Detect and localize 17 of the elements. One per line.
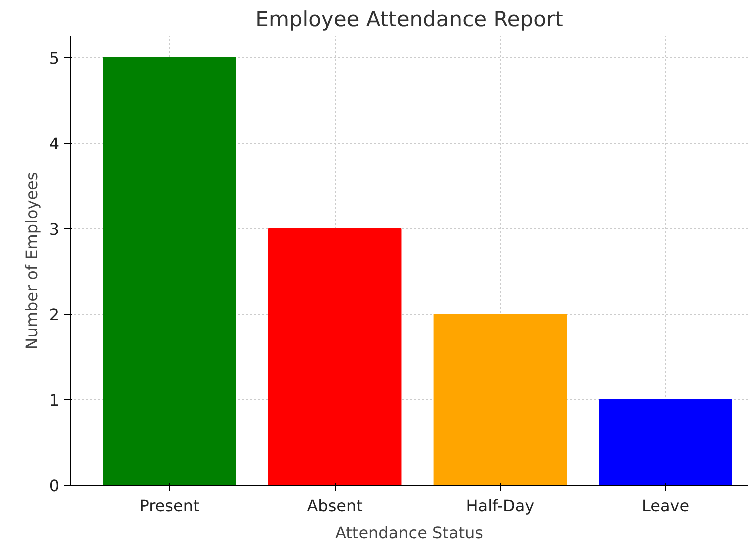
bar xyxy=(103,57,236,486)
y-tick-label: 1 xyxy=(49,390,60,410)
x-tick-label: Present xyxy=(140,496,200,516)
chart-title: Employee Attendance Report xyxy=(256,8,564,32)
y-axis-title: Number of Employees xyxy=(22,172,42,350)
y-tick-label: 4 xyxy=(49,134,60,154)
bar xyxy=(268,228,402,486)
y-tick-label: 0 xyxy=(49,476,60,496)
y-tick-label: 3 xyxy=(49,220,60,239)
y-tick-label: 2 xyxy=(49,305,60,324)
x-axis-title: Attendance Status xyxy=(335,524,484,542)
y-tick-label: 5 xyxy=(49,48,60,68)
bar xyxy=(434,314,568,486)
bar xyxy=(599,399,732,486)
x-tick-label: Half-Day xyxy=(466,496,535,516)
x-tick-label: Leave xyxy=(642,496,690,516)
x-tick-label: Absent xyxy=(307,496,363,516)
